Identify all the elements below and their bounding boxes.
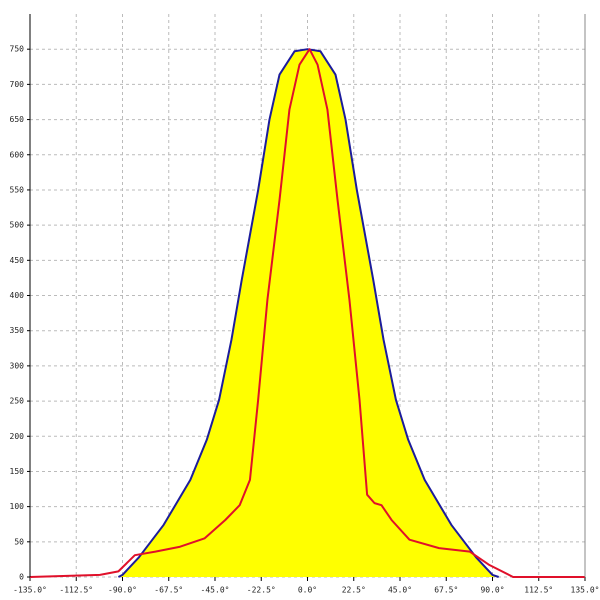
area-fill [118,49,499,577]
y-tick-label: 500 [10,221,25,230]
x-tick-label: -67.5° [154,586,183,595]
y-tick-label: 750 [10,45,25,54]
x-tick-label: 90.0° [480,586,504,595]
y-tick-label: 350 [10,326,25,335]
x-tick-label: 67.5° [434,586,458,595]
line [117,48,499,578]
y-tick-label: 600 [10,150,25,159]
x-tick-label: -45.0° [201,586,230,595]
y-tick-label: 450 [10,256,25,265]
x-tick-label: 22.5° [342,586,366,595]
y-tick-label: 400 [10,291,25,300]
line [29,48,585,578]
y-tick-label: 0 [19,573,24,582]
y-tick-label: 100 [10,502,25,511]
y-tick-label: 650 [10,115,25,124]
x-tick-label: -90.0° [108,586,137,595]
x-tick-label: 135.0° [571,586,600,595]
x-tick-label: -22.5° [247,586,276,595]
x-tick-label: 45.0° [388,586,412,595]
x-tick-label: 0.0° [298,586,317,595]
y-tick-label: 50 [14,537,24,546]
y-tick-label: 200 [10,432,25,441]
x-tick-label: -112.5° [59,586,93,595]
y-tick-label: 250 [10,397,25,406]
x-tick-label: 112.5° [524,586,553,595]
x-tick-label: -135.0° [13,586,47,595]
y-tick-label: 150 [10,467,25,476]
y-tick-label: 700 [10,80,25,89]
y-tick-label: 300 [10,361,25,370]
y-tick-label: 550 [10,185,25,194]
